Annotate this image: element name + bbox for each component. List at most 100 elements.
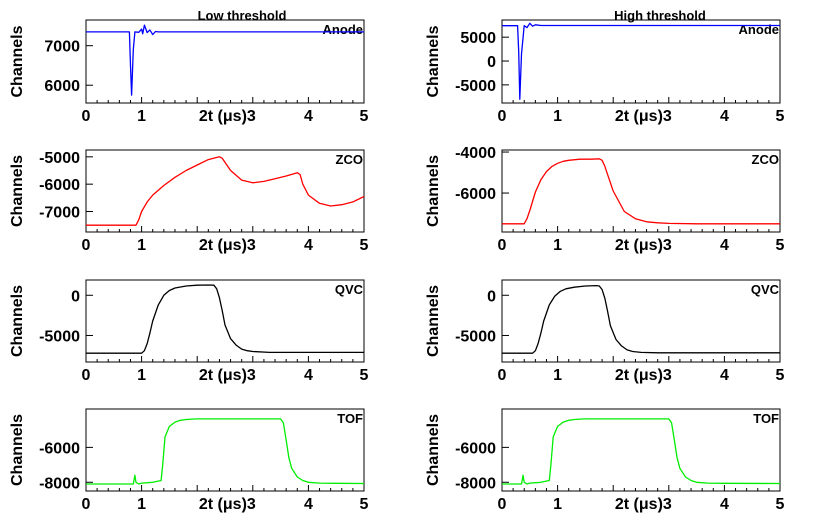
panel-title: ZCO [336,152,363,167]
column-title-high: High threshold [614,8,706,23]
x-tick-label: 1 [137,496,146,513]
y-axis-label: Channels [9,155,26,227]
y-tick-label: -5000 [455,78,496,95]
y-tick-label: -7000 [39,205,80,222]
x-tick-label: 0 [82,108,91,125]
x-tick-label: 0 [82,367,91,384]
y-tick-label: -6000 [39,440,80,457]
column-title-low: Low threshold [198,8,287,23]
series-line-tof [86,418,365,485]
x-tick-label: 0 [82,237,91,254]
series-line-anode [502,22,780,100]
panel-title: QVC [335,282,364,297]
x-tick-label: 1 [553,496,562,513]
plot-frame [85,19,365,104]
y-tick-label: 5000 [460,30,496,47]
x-axis-label: 2t (μs)3 [199,237,256,254]
panel-title: TOF [337,411,363,426]
x-tick-label: 4 [304,496,313,513]
x-tick-label: 0 [82,496,91,513]
x-tick-label: 5 [360,367,369,384]
y-axis-label: Channels [425,155,442,227]
panel-low-anode: 0 1 4 5 2t (μs)3 6000 7000 Channels Anode [9,19,369,125]
y-tick-label: 0 [487,54,496,71]
x-tick-label: 1 [137,108,146,125]
x-axis-label: 2t (μs)3 [199,108,256,125]
x-axis-label: 2t (μs)3 [615,237,672,254]
panel-title: Anode [323,22,363,37]
x-tick-label: 1 [137,367,146,384]
series-line-qvc [502,284,780,354]
panel-low-zco: 0 1 4 5 2t (μs)3 -7000 -6000 -5000 Channels ZCO [9,149,369,254]
panel-title: ZCO [752,152,779,167]
panel-low-qvc: 0 1 4 5 2t (μs)3 -5000 0 Channels QVC [9,279,369,384]
plot-frame [85,279,365,363]
panel-high-zco: 0 1 4 5 2t (μs)3 -6000 -4000 Channels ZCO [425,145,785,254]
plot-frame [501,149,781,233]
y-tick-label: -6000 [455,440,496,457]
panel-low-tof: 0 1 4 5 2t (μs)3 -8000 -6000 Channels TOF [9,408,369,513]
x-tick-label: 5 [776,108,785,125]
x-tick-label: 4 [720,237,729,254]
panels-grid: 0 1 4 5 2t (μs)3 6000 7000 Channels Anode 0 1 4 5 2t … [9,19,785,513]
series-line-tof [502,418,781,485]
x-tick-label: 5 [360,108,369,125]
x-axis-label: 2t (μs)3 [199,367,256,384]
x-tick-label: 5 [360,237,369,254]
y-tick-label: 0 [487,288,496,305]
series-line-anode [86,24,364,96]
x-axis-label: 2t (μs)3 [615,496,672,513]
y-axis-label: Channels [425,414,442,486]
x-tick-label: 5 [360,496,369,513]
panel-title: TOF [753,411,779,426]
plot-frame [85,408,365,492]
y-tick-label: -4000 [455,145,496,162]
x-tick-label: 0 [498,237,507,254]
series-line-zco [86,156,365,226]
x-axis-label: 2t (μs)3 [615,367,672,384]
y-axis-label: Channels [9,414,26,486]
x-axis-label: 2t (μs)3 [199,496,256,513]
y-tick-label: 6000 [44,78,80,95]
x-tick-label: 4 [720,496,729,513]
panel-title: Anode [739,22,779,37]
y-tick-label: -8000 [455,475,496,492]
x-tick-label: 4 [304,237,313,254]
plot-frame [501,279,781,363]
x-tick-label: 1 [553,237,562,254]
x-tick-label: 4 [720,108,729,125]
x-tick-label: 5 [776,367,785,384]
y-tick-label: -5000 [39,150,80,167]
x-axis-label: 2t (μs)3 [615,108,672,125]
y-axis-label: Channels [9,25,26,97]
y-tick-label: -5000 [455,328,496,345]
y-tick-label: 0 [71,288,80,305]
y-tick-label: -8000 [39,475,80,492]
series-line-zco [502,158,780,225]
panel-high-qvc: 0 1 4 5 2t (μs)3 -5000 0 Channels QVC [425,279,785,384]
panel-title: QVC [751,282,780,297]
x-tick-label: 0 [498,496,507,513]
x-tick-label: 1 [137,237,146,254]
x-tick-label: 1 [553,108,562,125]
series-line-qvc [86,284,364,354]
plot-frame [85,149,365,233]
x-tick-label: 4 [304,108,313,125]
y-axis-label: Channels [9,285,26,357]
y-tick-label: 7000 [44,39,80,56]
panel-high-tof: 0 1 4 5 2t (μs)3 -8000 -6000 Channels TOF [425,408,785,513]
x-tick-label: 1 [553,367,562,384]
x-tick-label: 5 [776,237,785,254]
y-tick-label: -6000 [39,177,80,194]
y-axis-label: Channels [425,25,442,97]
y-axis-label: Channels [425,285,442,357]
x-tick-label: 0 [498,108,507,125]
x-tick-label: 4 [720,367,729,384]
x-tick-label: 4 [304,367,313,384]
y-tick-label: -6000 [455,186,496,203]
plot-frame [501,408,781,492]
x-tick-label: 0 [498,367,507,384]
y-tick-label: -5000 [39,328,80,345]
